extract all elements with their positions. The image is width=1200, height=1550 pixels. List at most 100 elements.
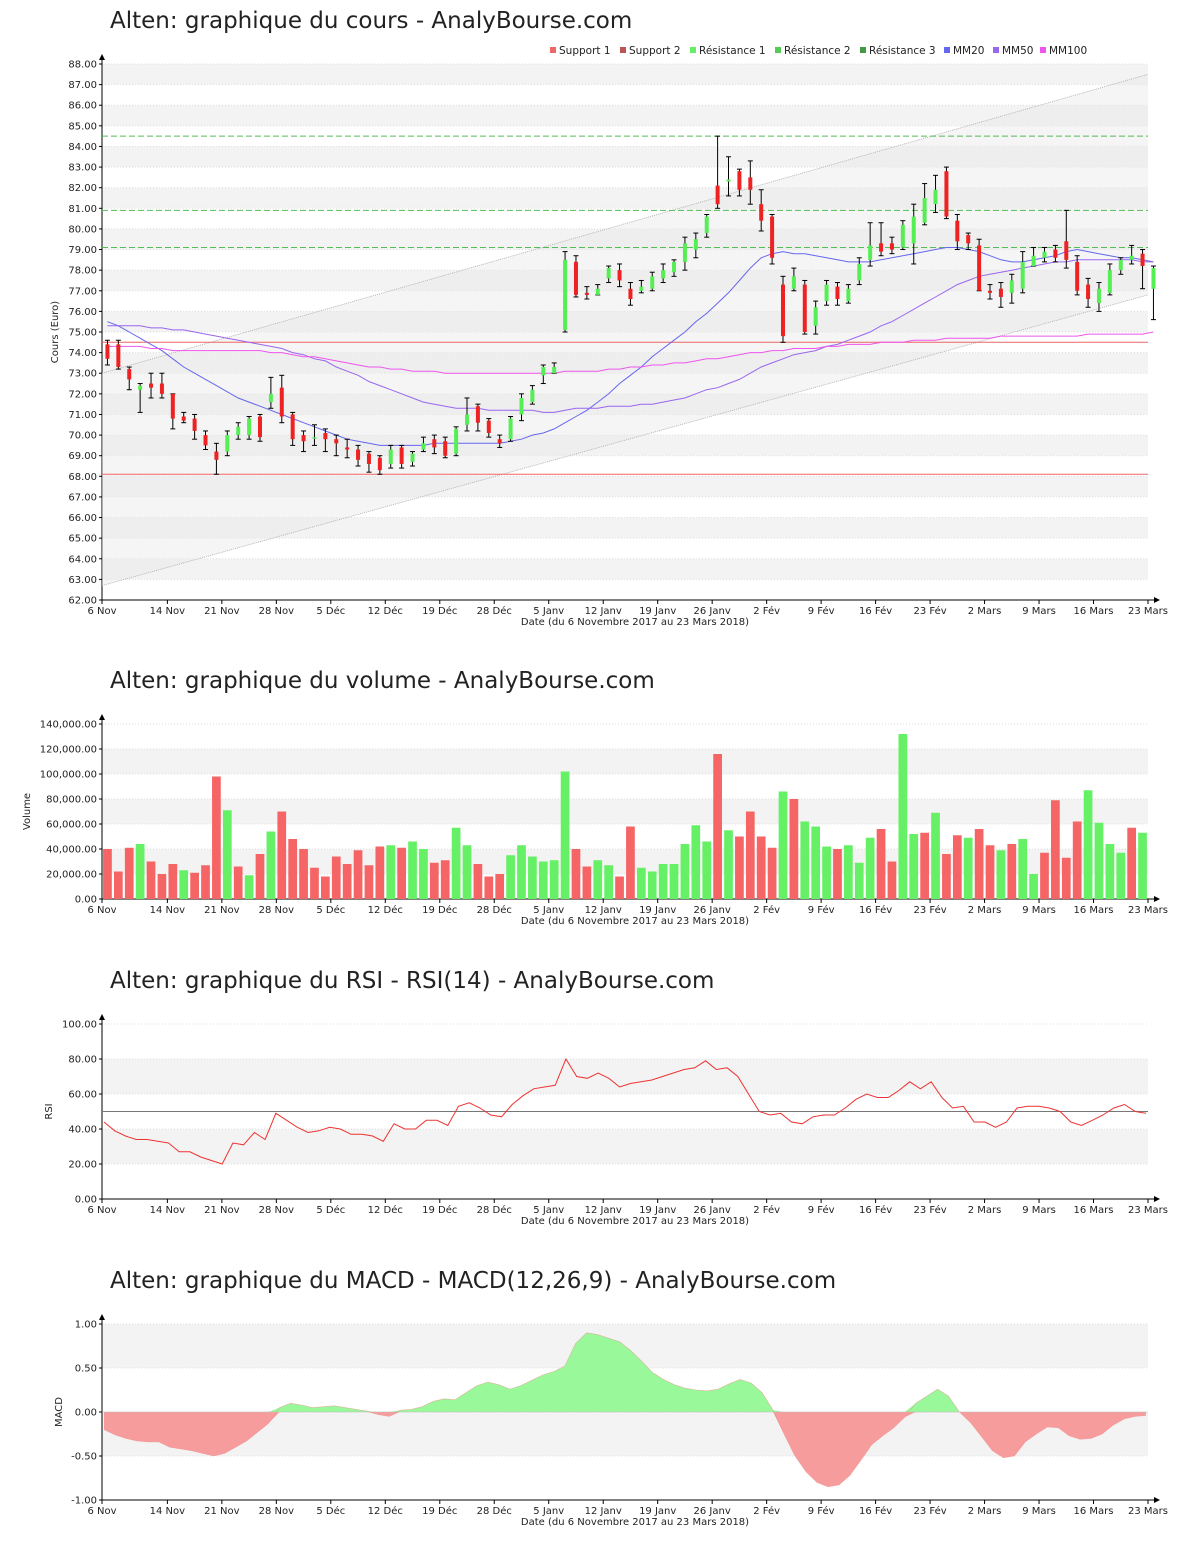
volume-y-axis-arrow <box>99 714 105 720</box>
volume-bar <box>1105 844 1115 899</box>
volume-y-tick-label: 80,000.00 <box>46 795 97 806</box>
volume-bar <box>495 874 505 899</box>
price-grid-band <box>102 352 1148 374</box>
price-x-tick-label: 5 Janv <box>533 606 564 617</box>
candle <box>410 451 416 467</box>
rsi-grid-band <box>102 1059 1148 1094</box>
candle-body <box>366 453 371 464</box>
volume-bar <box>909 834 919 899</box>
macd-x-tick-label: 5 Déc <box>316 1505 345 1517</box>
macd-y-tick-label: -0.50 <box>71 1452 97 1463</box>
volume-x-tick-label: 5 Déc <box>316 904 345 916</box>
rsi-y-tick-label: 20.00 <box>68 1160 97 1171</box>
volume-bar <box>1072 821 1082 899</box>
macd-y-tick-label: -1.00 <box>71 1496 97 1507</box>
candle-body <box>475 406 480 423</box>
price-grid-band <box>102 105 1148 126</box>
candle-body <box>857 263 862 281</box>
rsi-chart: 0.00 20.00 40.00 60.00 80.00 100.00 6 Nov 14 No… <box>44 1014 1168 1227</box>
candle <box>834 282 840 306</box>
macd-chart-panel: Alten: graphique du MACD - MACD(12,26,9)… <box>0 1260 1200 1550</box>
volume-x-tick-label: 28 Déc <box>477 904 512 916</box>
candle-body <box>650 276 655 289</box>
volume-y-tick-label: 100,000.00 <box>40 770 97 781</box>
price-y-tick-label: 69.00 <box>68 451 97 462</box>
candle-body <box>955 220 960 242</box>
candle-body <box>257 416 262 438</box>
volume-bar <box>1094 822 1104 899</box>
volume-bar <box>549 860 559 899</box>
volume-bar <box>1007 844 1017 899</box>
volume-bar <box>658 864 668 899</box>
candle <box>584 286 590 300</box>
candle <box>878 222 884 257</box>
volume-bar <box>854 862 864 899</box>
candle-body <box>759 204 764 221</box>
price-y-tick-label: 84.00 <box>68 142 97 153</box>
candle <box>1129 244 1135 265</box>
macd-negative-area <box>104 1412 1146 1487</box>
candle-body <box>290 414 295 440</box>
volume-bar <box>636 867 646 899</box>
candle-body <box>497 439 502 444</box>
candle-body <box>105 344 110 359</box>
macd-x-tick-label: 19 Déc <box>422 1505 457 1517</box>
volume-bar <box>952 835 962 899</box>
rsi-x-tick-label: 23 Fév <box>913 1204 946 1216</box>
candle-body <box>791 276 796 289</box>
candle-body <box>421 443 426 450</box>
price-y-tick-label: 78.00 <box>68 266 97 277</box>
macd-x-tick-label: 28 Nov <box>259 1506 295 1517</box>
candle-body <box>563 259 568 330</box>
volume-bar <box>702 841 712 899</box>
volume-bar <box>484 876 494 899</box>
candle-body <box>693 239 698 250</box>
price-x-tick-label: 26 Janv <box>694 606 731 617</box>
volume-bar <box>538 861 548 899</box>
price-trend-channel <box>102 74 1148 586</box>
volume-bar <box>691 825 701 899</box>
candle-body <box>279 387 284 417</box>
price-y-tick-label: 85.00 <box>68 121 97 132</box>
candle-body <box>236 426 241 436</box>
price-y-tick-label: 75.00 <box>68 328 97 339</box>
volume-bar <box>233 866 243 899</box>
legend-swatch <box>944 47 950 53</box>
candle-body <box>1042 251 1047 258</box>
volume-y-tick-label: 40,000.00 <box>46 845 97 856</box>
candle <box>126 366 132 391</box>
macd-x-axis-arrow <box>1154 1497 1160 1503</box>
volume-bar <box>996 850 1006 899</box>
volume-chart-panel: Alten: graphique du volume - AnalyBourse… <box>0 660 1200 940</box>
volume-bar <box>680 844 690 899</box>
volume-y-tick-label: 0.00 <box>75 895 97 906</box>
candle-body <box>149 383 154 388</box>
price-y-tick-label: 70.00 <box>68 431 97 442</box>
volume-bar <box>255 854 265 899</box>
candle-body <box>388 449 393 464</box>
candle <box>170 393 176 430</box>
price-y-tick-label: 71.00 <box>68 410 97 421</box>
price-x-tick-label: 2 Mars <box>968 606 1002 617</box>
price-y-tick-label: 76.00 <box>68 307 97 318</box>
price-grid-band <box>102 187 1148 209</box>
candle <box>322 428 328 453</box>
macd-x-tick-label: 9 Mars <box>1022 1506 1056 1517</box>
candle-body <box>356 449 361 460</box>
volume-bar <box>397 847 406 899</box>
candle-body <box>552 367 557 374</box>
rsi-y-axis-arrow <box>99 1014 105 1020</box>
candle-body <box>573 261 578 295</box>
candle <box>791 267 797 292</box>
candle-body <box>1020 261 1025 289</box>
volume-bar <box>615 876 624 899</box>
rsi-x-tick-label: 9 Fév <box>808 1204 835 1216</box>
rsi-x-tick-label: 28 Nov <box>259 1205 295 1216</box>
candle <box>911 203 917 265</box>
volume-bar <box>942 854 951 899</box>
price-y-tick-label: 66.00 <box>68 513 97 524</box>
candle <box>246 416 252 440</box>
candle <box>1107 263 1113 296</box>
volume-x-tick-label: 19 Déc <box>422 904 457 916</box>
candle-body <box>192 418 197 431</box>
